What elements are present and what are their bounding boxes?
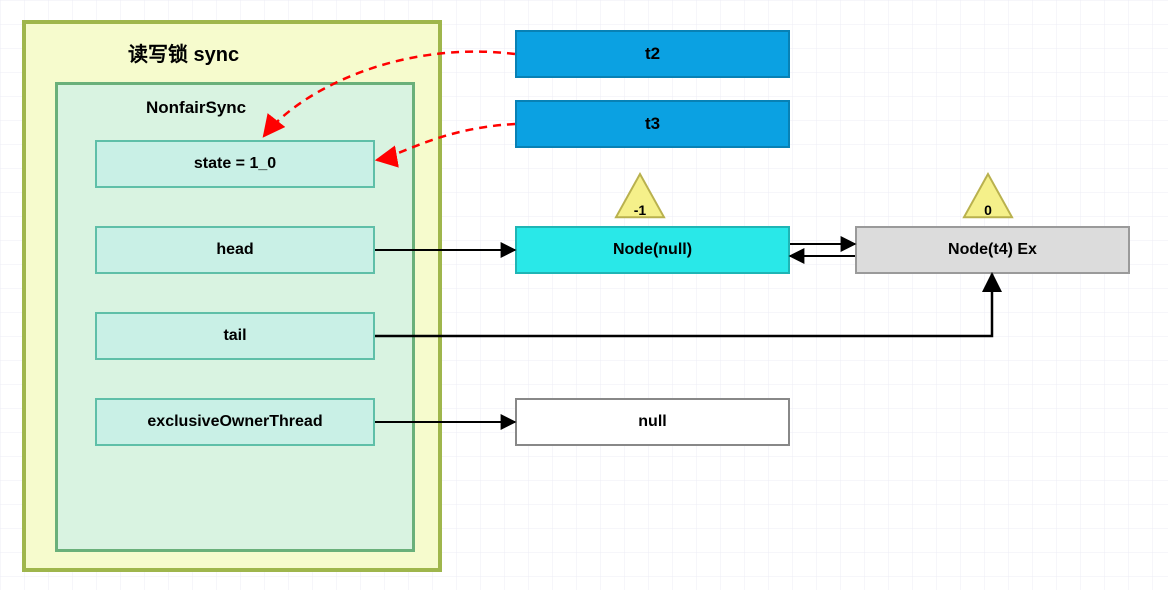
tail-field: tail bbox=[95, 312, 375, 360]
thread-t2: t2 bbox=[515, 30, 790, 78]
thread-t3: t3 bbox=[515, 100, 790, 148]
node-t4: Node(t4) Ex bbox=[855, 226, 1130, 274]
sync-title: 读写锁 sync bbox=[128, 38, 239, 67]
null-box: null bbox=[515, 398, 790, 446]
node-null: Node(null) bbox=[515, 226, 790, 274]
node-null-ws-badge: -1 bbox=[628, 202, 652, 218]
node-t4-ws-badge: 0 bbox=[976, 202, 1000, 218]
head-field: head bbox=[95, 226, 375, 274]
exclusive-owner-thread-field: exclusiveOwnerThread bbox=[95, 398, 375, 446]
nonfairsync-title: NonfairSync bbox=[146, 98, 246, 118]
diagram-canvas: 读写锁 sync NonfairSync state = 1_0 head ta… bbox=[0, 0, 1168, 590]
state-field: state = 1_0 bbox=[95, 140, 375, 188]
